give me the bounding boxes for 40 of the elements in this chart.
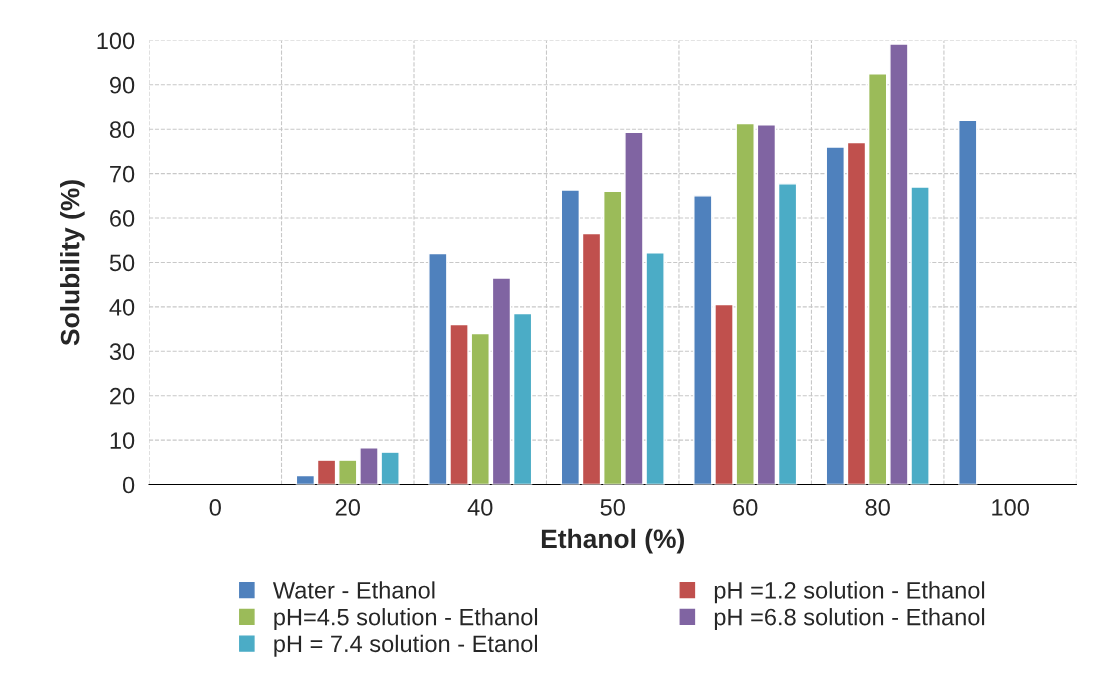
legend-label: pH =6.8 solution - Ethanol xyxy=(714,608,985,631)
x-tick-label: 100 xyxy=(992,499,1029,516)
bar xyxy=(512,312,533,485)
bar xyxy=(470,332,490,485)
bar xyxy=(777,183,798,485)
x-tick-label: 40 xyxy=(467,499,493,516)
bar xyxy=(560,189,581,485)
x-tick-label: 50 xyxy=(600,499,625,516)
x-tick-label: 80 xyxy=(865,499,890,516)
y-tick-label: 40 xyxy=(109,298,135,316)
bar xyxy=(867,72,888,485)
y-tick-label: 0 xyxy=(122,476,135,494)
legend-label: pH = 7.4 solution - Etanol xyxy=(274,634,538,657)
y-tick-label: 100 xyxy=(97,32,135,50)
y-tick-label: 50 xyxy=(109,254,135,272)
y-axis-title: Solubility (%) xyxy=(60,180,85,346)
bar xyxy=(491,277,512,485)
legend-label: pH=4.5 solution - Ethanol xyxy=(274,608,538,631)
bar xyxy=(825,146,845,485)
bar xyxy=(756,124,777,485)
bar xyxy=(295,474,316,485)
legend-label: Water - Ethanol xyxy=(272,581,435,599)
y-tick-label: 10 xyxy=(110,432,135,449)
bar xyxy=(316,459,337,485)
y-tick-label: 90 xyxy=(110,76,135,94)
x-axis-title: Ethanol (%) xyxy=(541,528,684,554)
legend-label: pH =1.2 solution - Ethanol xyxy=(714,581,985,604)
x-tick-label: 0 xyxy=(209,499,221,516)
y-tick-label: 20 xyxy=(110,387,135,405)
bar xyxy=(338,459,358,485)
bar xyxy=(581,232,602,485)
y-tick-label: 70 xyxy=(110,165,135,183)
x-tick-label: 60 xyxy=(733,499,758,516)
y-tick-label: 30 xyxy=(109,343,135,361)
y-tick-label: 60 xyxy=(110,210,135,227)
x-tick-label: 20 xyxy=(335,499,360,516)
bar xyxy=(958,119,978,485)
bar xyxy=(603,190,623,485)
y-tick-label: 80 xyxy=(109,121,135,138)
bar xyxy=(846,141,867,485)
